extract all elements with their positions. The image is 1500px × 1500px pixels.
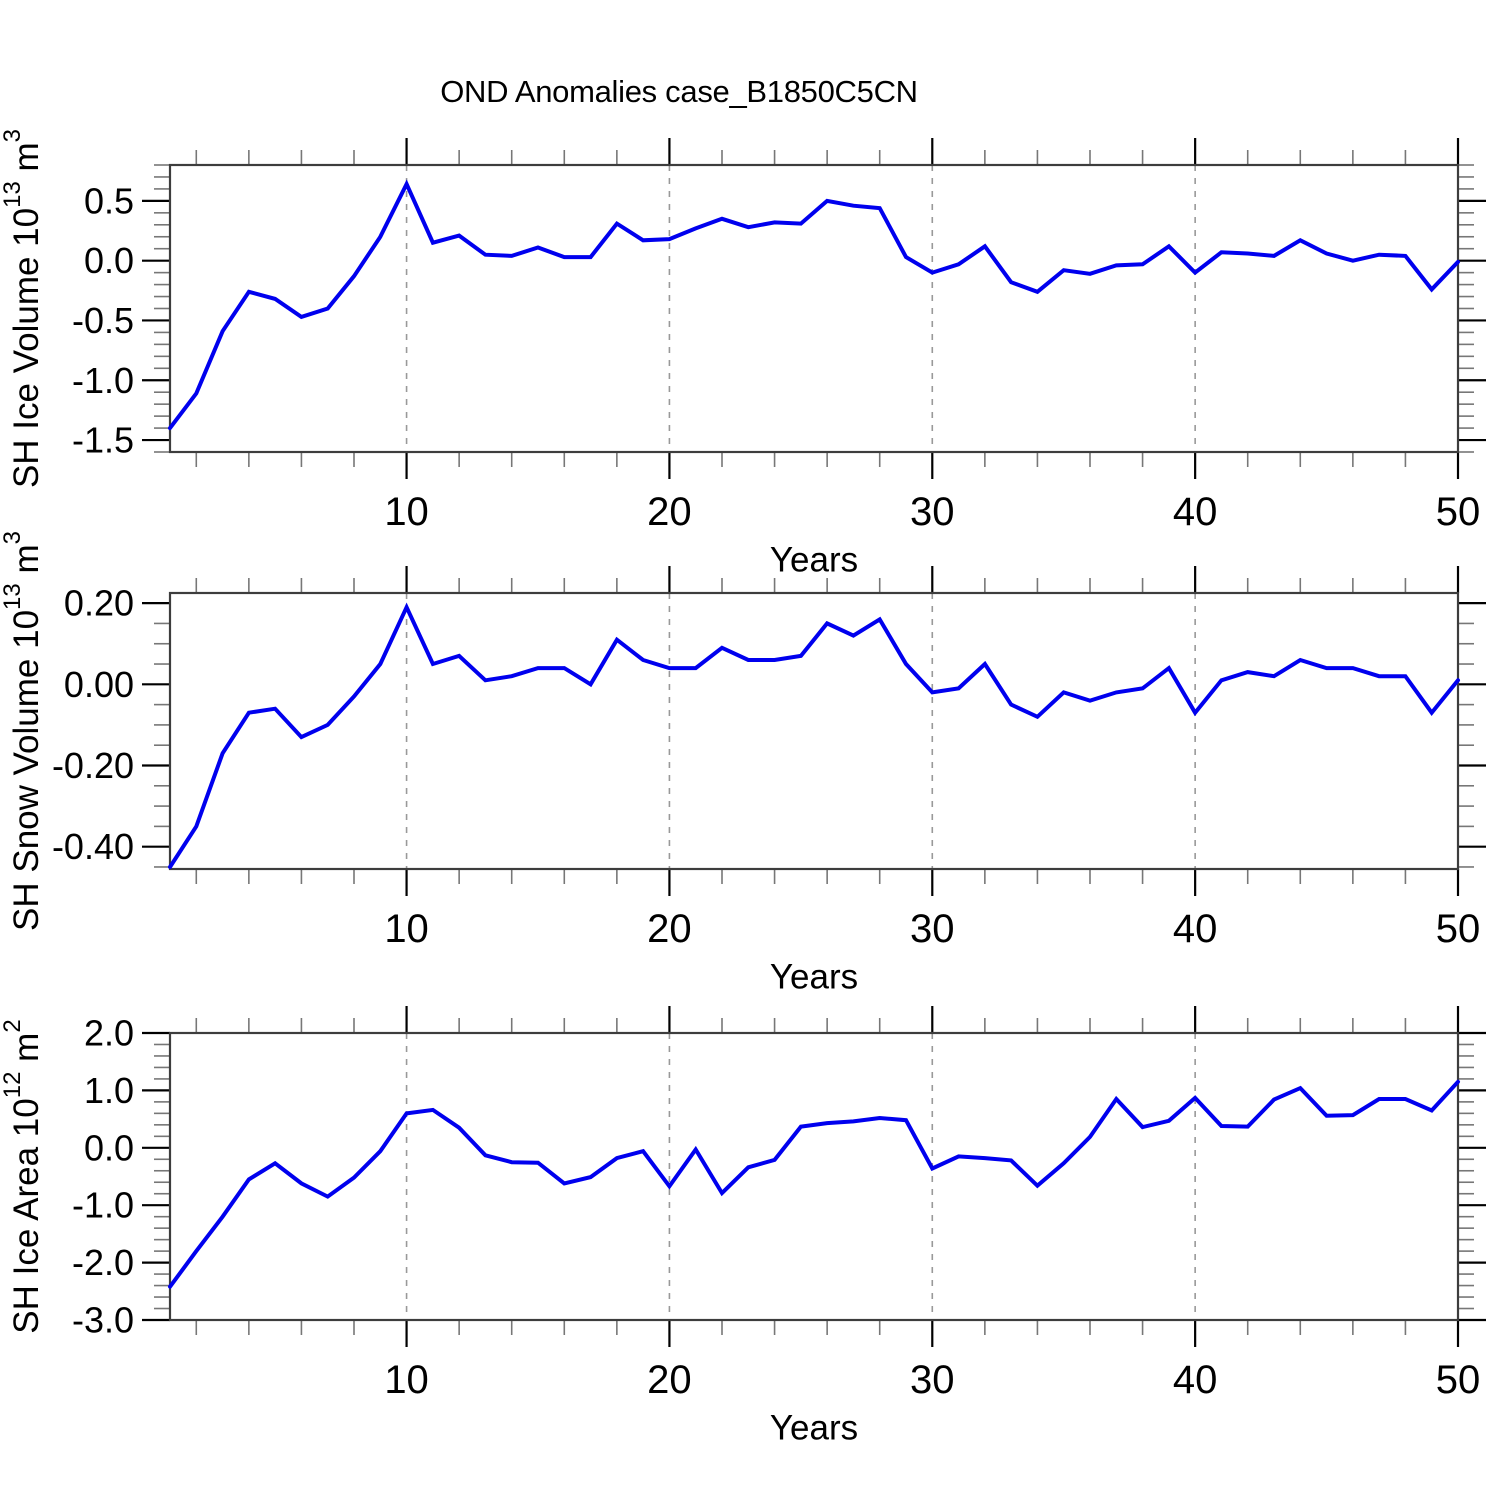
y-tick-label: 0.0 xyxy=(84,1127,134,1168)
x-tick-label: 20 xyxy=(647,907,692,951)
x-tick-label: 10 xyxy=(384,907,429,951)
x-tick-label: 40 xyxy=(1173,490,1218,534)
y-tick-label: -0.20 xyxy=(52,745,134,786)
y-tick-label: 0.20 xyxy=(64,583,134,624)
y-tick-label: 0.0 xyxy=(84,240,134,281)
figure-title: OND Anomalies case_B1850C5CN xyxy=(440,74,918,109)
x-tick-label: 10 xyxy=(384,490,429,534)
x-tick-label: 20 xyxy=(647,1358,692,1402)
y-tick-label: 0.00 xyxy=(64,664,134,705)
y-axis-title: SH Ice Volume 1013 m3 xyxy=(0,129,46,488)
plot-border xyxy=(168,591,1460,871)
y-axis-title: SH Ice Area 1012 m2 xyxy=(0,1019,46,1333)
x-tick-label: 40 xyxy=(1173,1358,1218,1402)
x-axis-title: Years xyxy=(770,1409,858,1448)
x-tick-label: 10 xyxy=(384,1358,429,1402)
x-tick-label: 30 xyxy=(910,490,955,534)
x-tick-label: 50 xyxy=(1436,907,1481,951)
y-tick-label: -0.5 xyxy=(72,300,134,341)
y-tick-label: -1.0 xyxy=(72,1185,134,1226)
x-tick-label: 40 xyxy=(1173,907,1218,951)
y-tick-label: 2.0 xyxy=(84,1013,134,1054)
panel-top: 0.5 0.0 -0.5 -1.0 -1.5 10 20 30 40 50 Years SH Ice … xyxy=(0,129,1486,580)
y-tick-label: -1.5 xyxy=(72,420,134,461)
y-tick-label: -1.0 xyxy=(72,360,134,401)
panel-middle: 0.20 0.00 -0.20 -0.40 10 20 30 40 50 Years SH Snow… xyxy=(0,531,1486,997)
y-tick-label: 1.0 xyxy=(84,1070,134,1111)
y-tick-label: -0.40 xyxy=(52,826,134,867)
plot-border xyxy=(168,163,1460,454)
x-axis-title: Years xyxy=(770,958,858,997)
y-tick-label: 0.5 xyxy=(84,180,134,221)
data-line-middle xyxy=(168,602,1460,869)
y-tick-label: -3.0 xyxy=(72,1300,134,1341)
plot-border xyxy=(168,1031,1460,1322)
x-tick-label: 50 xyxy=(1436,490,1481,534)
y-tick-label: -2.0 xyxy=(72,1242,134,1283)
panel-bottom: 2.0 1.0 0.0 -1.0 -2.0 -3.0 10 20 30 40 50 Years SH I… xyxy=(0,1006,1486,1448)
x-tick-label: 20 xyxy=(647,490,692,534)
x-tick-label: 30 xyxy=(910,907,955,951)
x-axis-title: Years xyxy=(770,541,858,580)
x-tick-label: 50 xyxy=(1436,1358,1481,1402)
data-line-bottom xyxy=(168,1079,1460,1289)
x-tick-label: 30 xyxy=(910,1358,955,1402)
data-line-top xyxy=(168,179,1460,431)
y-axis-title: SH Snow Volume 1013 m3 xyxy=(0,531,46,931)
